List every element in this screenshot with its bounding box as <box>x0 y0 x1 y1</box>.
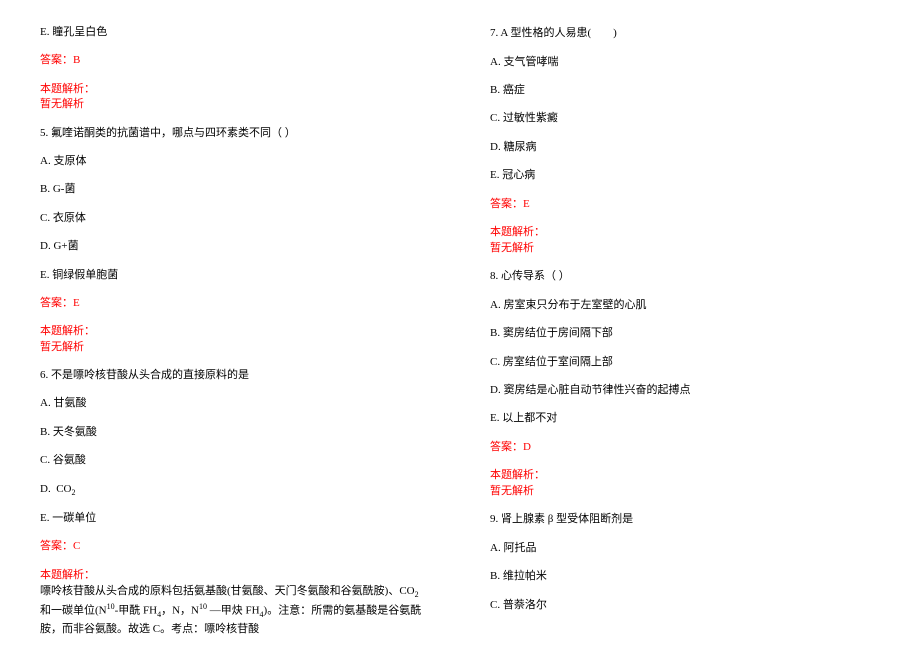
q4-option-e: E. 瞳孔呈白色 <box>40 25 430 40</box>
q6-option-b: B. 天冬氨酸 <box>40 425 430 440</box>
q7-option-b: B. 癌症 <box>490 83 880 98</box>
q5-option-d: D. G+菌 <box>40 239 430 254</box>
q7-analysis-body: 暂无解析 <box>490 241 880 256</box>
q6-optd-prefix: D. <box>40 483 51 495</box>
q9-option-c: C. 普萘洛尔 <box>490 598 880 613</box>
q8-analysis-body: 暂无解析 <box>490 484 880 499</box>
q7-answer: 答案：E <box>490 197 880 212</box>
q7-option-e: E. 冠心病 <box>490 168 880 183</box>
q5-option-c: C. 衣原体 <box>40 211 430 226</box>
q8-option-d: D. 窦房结是心脏自动节律性兴奋的起搏点 <box>490 383 880 398</box>
q5-analysis-body: 暂无解析 <box>40 340 430 355</box>
q7-option-c: C. 过敏性紫癜 <box>490 111 880 126</box>
q9-option-b: B. 维拉帕米 <box>490 569 880 584</box>
q6-body-part2: 和一碳单位(N <box>40 605 107 617</box>
q7-analysis-title: 本题解析： <box>490 225 880 240</box>
q4-analysis-title: 本题解析： <box>40 82 430 97</box>
q6-analysis-body: 嘌呤核苷酸从头合成的原料包括氨基酸(甘氨酸、天门冬氨酸和谷氨酰胺)、CO2 和一… <box>40 583 430 638</box>
q6-option-a: A. 甘氨酸 <box>40 396 430 411</box>
q5-option-e: E. 铜绿假单胞菌 <box>40 268 430 283</box>
q6-body-part5: —甲炔 FH <box>207 605 260 617</box>
q7-stem: 7. A 型性格的人易患( ) <box>490 26 880 41</box>
q6-answer: 答案：C <box>40 539 430 554</box>
q5-stem: 5. 氟喹诺酮类的抗菌谱中，哪点与四环素类不同（ ） <box>40 126 430 141</box>
left-column: E. 瞳孔呈白色 答案：B 本题解析： 暂无解析 5. 氟喹诺酮类的抗菌谱中，哪… <box>40 25 430 626</box>
q6-option-d: D. CO2 <box>40 482 430 498</box>
q5-answer: 答案：E <box>40 296 430 311</box>
q9-stem: 9. 肾上腺素 β 型受体阻断剂是 <box>490 512 880 527</box>
right-column: 7. A 型性格的人易患( ) A. 支气管哮喘 B. 癌症 C. 过敏性紫癜 … <box>490 25 880 626</box>
q6-body-part4: ，N，N <box>161 605 199 617</box>
q6-option-c: C. 谷氨酸 <box>40 453 430 468</box>
q8-analysis-title: 本题解析： <box>490 468 880 483</box>
q4-analysis-body: 暂无解析 <box>40 97 430 112</box>
q5-option-a: A. 支原体 <box>40 154 430 169</box>
q5-analysis-title: 本题解析： <box>40 324 430 339</box>
q5-option-b: B. G-菌 <box>40 182 430 197</box>
q6-analysis-title: 本题解析： <box>40 568 430 583</box>
q6-option-e: E. 一碳单位 <box>40 511 430 526</box>
q6-body-part3: -甲酰 FH <box>115 605 157 617</box>
q6-body-part1: 嘌呤核苷酸从头合成的原料包括氨基酸(甘氨酸、天门冬氨酸和谷氨酰胺)、CO <box>40 585 415 597</box>
q8-stem: 8. 心传导系（ ） <box>490 269 880 284</box>
q7-option-d: D. 糖尿病 <box>490 140 880 155</box>
q8-option-a: A. 房室束只分布于左室壁的心肌 <box>490 298 880 313</box>
co2-formula: CO2 <box>56 483 75 495</box>
q7-option-a: A. 支气管哮喘 <box>490 55 880 70</box>
q8-option-b: B. 窦房结位于房间隔下部 <box>490 326 880 341</box>
q8-option-e: E. 以上都不对 <box>490 411 880 426</box>
q9-option-a: A. 阿托品 <box>490 541 880 556</box>
q8-answer: 答案：D <box>490 440 880 455</box>
q6-stem: 6. 不是嘌呤核苷酸从头合成的直接原料的是 <box>40 368 430 383</box>
q4-answer: 答案：B <box>40 53 430 68</box>
q8-option-c: C. 房室结位于室间隔上部 <box>490 355 880 370</box>
